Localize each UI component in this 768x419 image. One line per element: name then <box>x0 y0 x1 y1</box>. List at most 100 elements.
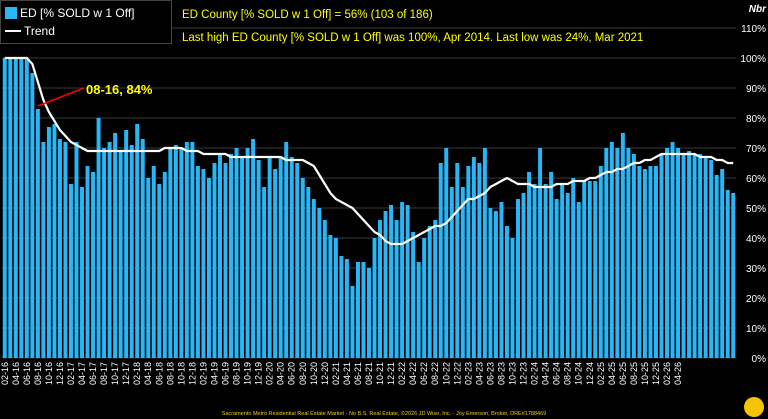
x-tick-label: 10-22 <box>441 362 451 385</box>
bar <box>206 178 211 358</box>
bar <box>118 151 123 358</box>
x-tick-label: 08-25 <box>629 362 639 385</box>
x-tick-label: 06-16 <box>22 362 32 385</box>
legend-item-bars: ED [% SOLD w 1 Off] <box>5 6 134 20</box>
bar <box>560 184 565 358</box>
bar <box>24 58 29 358</box>
y-tick-label: 10% <box>746 324 766 335</box>
bar <box>30 73 35 358</box>
footer-credit: Sacramento Metro Residential Real Estate… <box>221 411 547 417</box>
x-tick-label: 08-24 <box>563 362 573 385</box>
x-tick-label: 02-20 <box>265 362 275 385</box>
bar <box>317 208 322 358</box>
x-tick-label: 10-18 <box>176 362 186 385</box>
bar <box>714 175 719 358</box>
bar <box>372 238 377 358</box>
x-tick-label: 02-16 <box>0 362 10 385</box>
x-tick-label: 04-19 <box>209 362 219 385</box>
bar <box>284 142 289 358</box>
y-tick-label: 20% <box>746 294 766 305</box>
x-tick-label: 06-25 <box>618 362 628 385</box>
bar <box>201 169 206 358</box>
bar <box>637 166 642 358</box>
x-tick-label: 02-26 <box>662 362 672 385</box>
bar <box>504 226 509 358</box>
bar <box>96 118 101 358</box>
x-tick-label: 02-23 <box>463 362 473 385</box>
bar <box>510 238 515 358</box>
x-tick-label: 12-21 <box>386 362 396 385</box>
y-tick-label: 110% <box>741 24 766 35</box>
bar <box>709 160 714 358</box>
bar <box>692 154 697 358</box>
x-tick-label: 08-17 <box>99 362 109 385</box>
x-tick-label: 12-17 <box>121 362 131 385</box>
bar <box>168 148 173 358</box>
x-tick-label: 02-18 <box>132 362 142 385</box>
x-tick-label: 08-18 <box>165 362 175 385</box>
x-tick-label: 12-23 <box>519 362 529 385</box>
bar <box>173 145 178 358</box>
bar <box>35 109 40 358</box>
x-tick-label: 02-19 <box>198 362 208 385</box>
x-tick-label: 02-21 <box>331 362 341 385</box>
bar <box>587 181 592 358</box>
bar <box>576 202 581 358</box>
bar <box>229 154 234 358</box>
bar <box>698 154 703 358</box>
bar <box>571 178 576 358</box>
y-tick-label: 60% <box>746 174 766 185</box>
bar <box>383 211 388 358</box>
bar <box>41 142 46 358</box>
x-tick-label: 04-22 <box>408 362 418 385</box>
bar <box>251 139 256 358</box>
y-tick-label: 40% <box>746 234 766 245</box>
x-tick-label: 06-21 <box>353 362 363 385</box>
legend-item-trend: Trend <box>5 24 55 38</box>
x-tick-label: 02-22 <box>397 362 407 385</box>
x-tick-label: 08-22 <box>430 362 440 385</box>
bar <box>482 148 487 358</box>
x-tick-label: 06-23 <box>485 362 495 385</box>
bar <box>355 262 360 358</box>
bar <box>665 148 669 358</box>
bar <box>433 220 438 358</box>
bar <box>129 145 134 358</box>
bar <box>74 142 79 358</box>
x-tick-label: 04-20 <box>276 362 286 385</box>
legend-bars-label: ED [% SOLD w 1 Off] <box>20 6 135 20</box>
bar <box>52 124 57 358</box>
bar <box>620 133 625 358</box>
bar <box>184 142 189 358</box>
x-tick-label: 06-18 <box>154 362 164 385</box>
x-tick-label: 04-21 <box>342 362 352 385</box>
bar <box>256 160 261 358</box>
x-tick-label: 04-23 <box>474 362 484 385</box>
bar <box>311 199 316 358</box>
x-tick-label: 02-24 <box>530 362 540 385</box>
legend-bar-swatch <box>5 7 17 19</box>
x-tick-label: 10-25 <box>640 362 650 385</box>
x-tick-label: 06-19 <box>221 362 231 385</box>
bar <box>626 148 631 358</box>
x-tick-label: 12-16 <box>55 362 65 385</box>
bar <box>438 163 443 358</box>
y-tick-label: 0% <box>752 354 767 365</box>
bar <box>63 142 68 358</box>
header-line-2: Last high ED County [% SOLD w 1 Off] was… <box>182 32 644 44</box>
bar <box>731 193 736 358</box>
x-tick-label: 02-17 <box>66 362 76 385</box>
x-tick-label: 10-21 <box>375 362 385 385</box>
bar <box>124 130 129 358</box>
bar <box>394 220 399 358</box>
x-tick-label: 10-23 <box>507 362 517 385</box>
bar <box>19 58 24 358</box>
bar <box>278 157 283 358</box>
annotation-label: 08-16, 84% <box>86 82 153 97</box>
bar <box>493 211 498 358</box>
bar <box>527 172 532 358</box>
bar <box>422 238 427 358</box>
x-tick-label: 12-22 <box>452 362 462 385</box>
bar <box>151 166 156 358</box>
bar <box>267 157 272 358</box>
